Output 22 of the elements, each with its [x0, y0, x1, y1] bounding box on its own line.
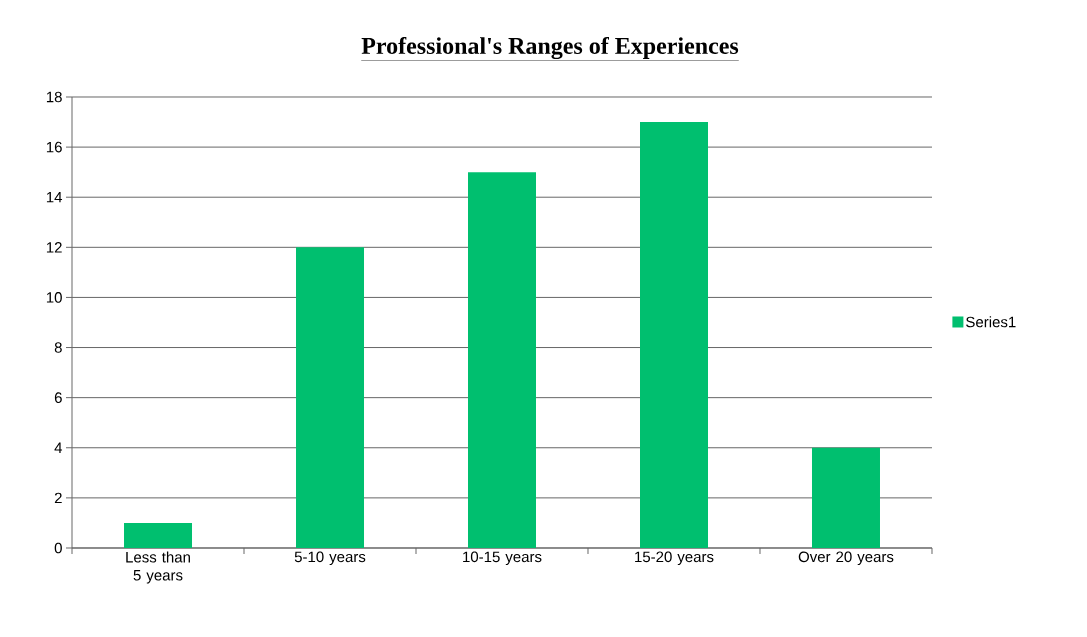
- x-tick-label: 10-15 years: [463, 551, 542, 566]
- y-tick-label: 14: [46, 192, 63, 203]
- bar: [640, 122, 708, 548]
- y-tick-label: 0: [54, 542, 62, 554]
- bar: [124, 522, 193, 548]
- y-tick-label: 16: [46, 141, 62, 153]
- x-tick-label: 15-20 years: [635, 551, 714, 566]
- bar: [812, 447, 880, 548]
- x-tick-label: 5-10 years: [294, 551, 366, 566]
- y-tick-label: 18: [46, 91, 62, 103]
- y-tick-label: 8: [54, 342, 62, 353]
- x-tick-label: Over 20 years: [798, 551, 894, 566]
- y-tick-label: 4: [54, 442, 63, 453]
- chart-title: Professional's Ranges of Experiences: [361, 36, 739, 60]
- legend-label: Series1: [966, 316, 1016, 328]
- x-tick-label: Less than 5 years: [126, 551, 190, 584]
- y-tick-label: 10: [46, 292, 62, 303]
- y-tick-label: 6: [54, 392, 62, 403]
- bar: [468, 172, 536, 548]
- bar: [296, 247, 364, 548]
- y-tick-label: 2: [54, 492, 62, 504]
- y-tick-label: 12: [46, 242, 62, 253]
